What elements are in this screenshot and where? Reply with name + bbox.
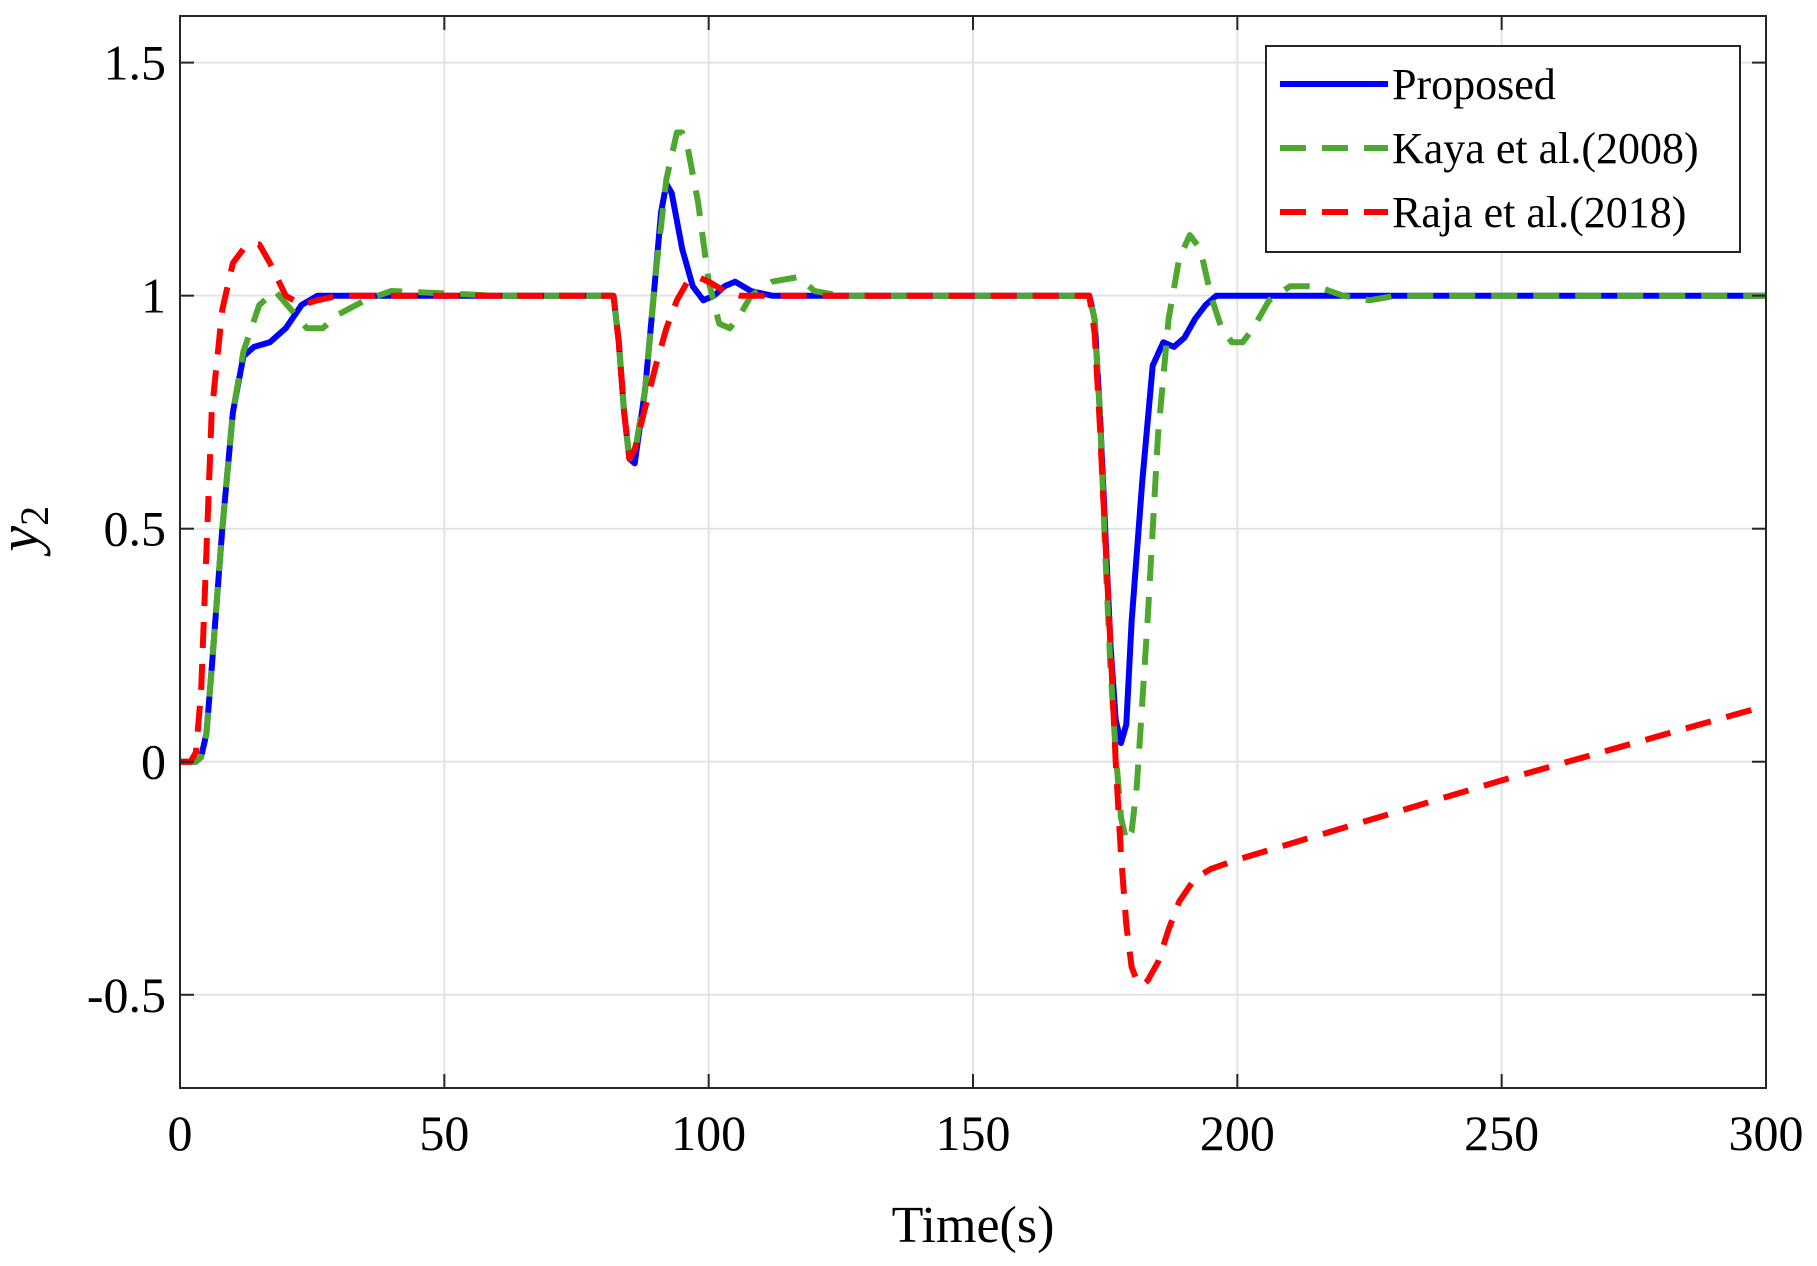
y-tick-label: 1 xyxy=(141,268,166,324)
x-tick-label: 200 xyxy=(1200,1105,1275,1161)
x-tick-label: 150 xyxy=(936,1105,1011,1161)
series-line-3 xyxy=(180,241,1766,989)
x-tick-label: 50 xyxy=(419,1105,469,1161)
series-line-1 xyxy=(180,180,1766,765)
y-tick-label: 0.5 xyxy=(104,501,167,557)
legend: Proposed Kaya et al.(2008) Raja et al.(201… xyxy=(1265,45,1741,253)
data-series xyxy=(180,129,1766,989)
axis-ticks: 0 50 100 150 200 250 300 -0.5 0 0.5 1 1.5 xyxy=(87,16,1804,1161)
y-tick-label: -0.5 xyxy=(87,967,166,1023)
y-axis-label: y2 xyxy=(0,506,57,557)
y-tick-label: 1.5 xyxy=(104,35,167,91)
legend-label-3: Raja et al.(2018) xyxy=(1392,188,1686,237)
x-tick-label: 100 xyxy=(671,1105,746,1161)
x-axis-label: Time(s) xyxy=(892,1197,1055,1254)
y-tick-label: 0 xyxy=(141,734,166,790)
x-tick-label: 0 xyxy=(168,1105,193,1161)
y-axis-label-subscript: 2 xyxy=(12,506,57,526)
y-axis-label-main: y xyxy=(0,526,51,557)
legend-label-2: Kaya et al.(2008) xyxy=(1392,124,1699,173)
legend-label-1: Proposed xyxy=(1392,60,1556,109)
x-tick-label: 250 xyxy=(1464,1105,1539,1161)
x-tick-label: 300 xyxy=(1729,1105,1804,1161)
